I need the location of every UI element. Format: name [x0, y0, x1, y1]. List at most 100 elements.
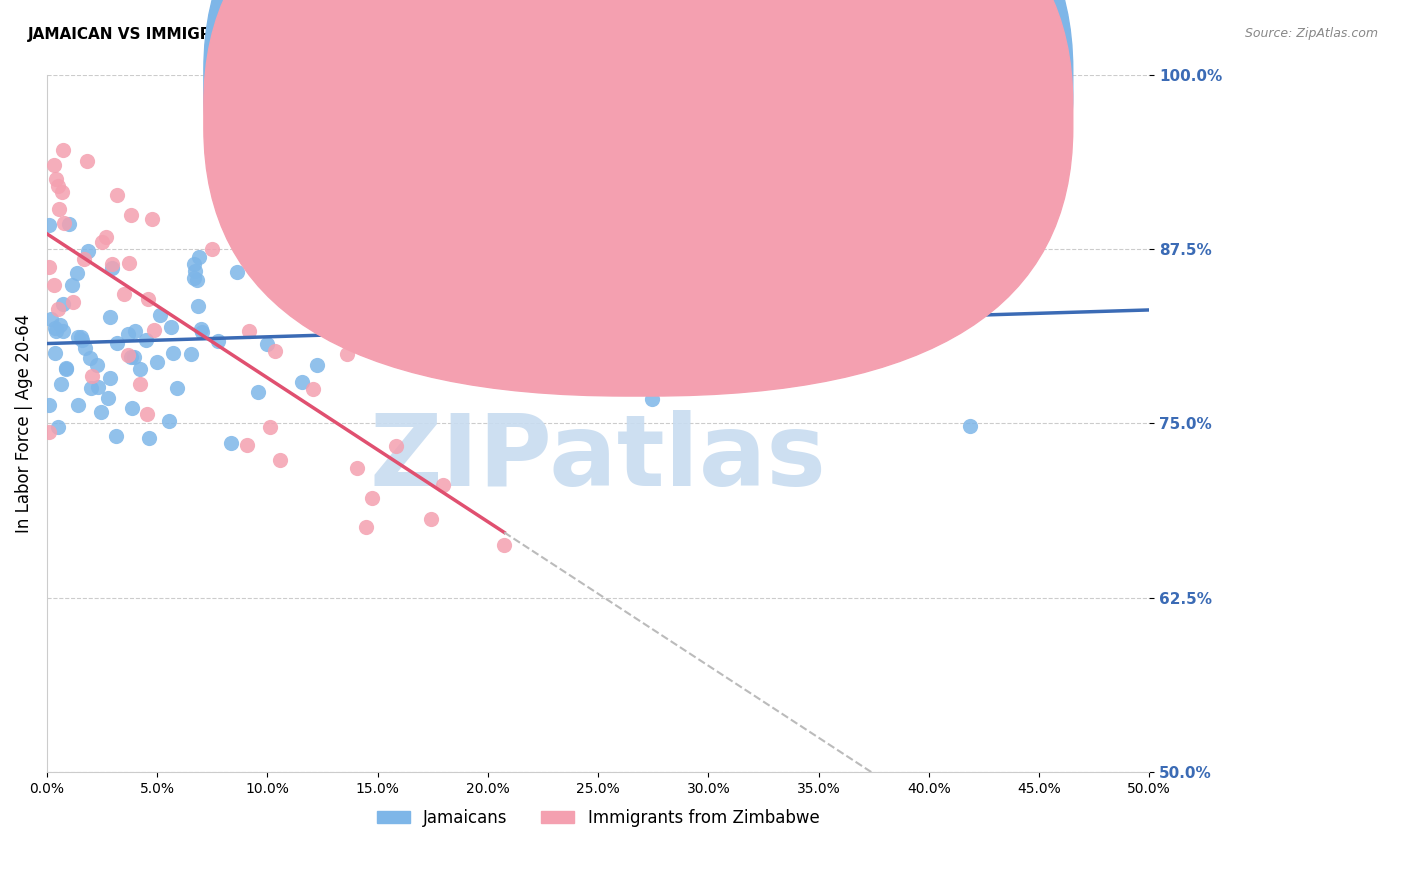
Point — [124, 324, 146, 338]
Point — [82, 369, 104, 384]
Point — [76, 154, 98, 169]
Point — [187, 299, 209, 313]
Point — [67, 398, 90, 412]
Point — [354, 520, 377, 534]
Point — [307, 358, 329, 372]
Point — [621, 291, 644, 305]
Point — [201, 242, 224, 256]
Point — [62, 294, 84, 309]
Point — [162, 346, 184, 360]
Point — [101, 260, 124, 275]
Point — [180, 347, 202, 361]
Point — [302, 382, 325, 396]
Point — [70, 334, 93, 348]
Point — [117, 348, 139, 362]
Point — [38, 260, 60, 274]
Point — [432, 478, 454, 492]
Point — [494, 538, 516, 552]
Point — [361, 491, 384, 505]
Point — [960, 293, 983, 307]
Text: JAMAICAN VS IMMIGRANTS FROM ZIMBABWE IN LABOR FORCE | AGE 20-64 CORRELATION CHAR: JAMAICAN VS IMMIGRANTS FROM ZIMBABWE IN … — [28, 27, 853, 43]
Point — [98, 310, 121, 324]
Point — [429, 269, 451, 284]
Point — [80, 381, 103, 395]
Point — [118, 256, 141, 270]
Point — [183, 264, 205, 278]
Point — [135, 333, 157, 347]
Point — [39, 312, 62, 326]
Point — [186, 273, 208, 287]
Point — [159, 320, 181, 334]
Point — [290, 375, 312, 389]
Point — [79, 351, 101, 365]
Text: R =  0.265   N =: R = 0.265 N = — [654, 82, 783, 97]
Point — [120, 208, 142, 222]
Point — [146, 354, 169, 368]
Point — [120, 350, 142, 364]
Point — [75, 341, 97, 355]
Text: R = -0.506   N =: R = -0.506 N = — [654, 116, 785, 131]
Point — [98, 371, 121, 385]
Point — [38, 425, 60, 439]
Point — [219, 436, 242, 450]
Point — [100, 256, 122, 270]
Point — [46, 179, 69, 194]
Point — [981, 264, 1004, 278]
Point — [87, 379, 110, 393]
Point — [52, 143, 75, 157]
Point — [49, 318, 72, 333]
Point — [191, 325, 214, 339]
Point — [51, 186, 73, 200]
Point — [477, 332, 499, 346]
Point — [157, 414, 180, 428]
Point — [97, 391, 120, 405]
Point — [44, 321, 66, 335]
Point — [446, 368, 468, 382]
Point — [138, 431, 160, 445]
Point — [55, 361, 77, 376]
Point — [46, 420, 69, 434]
Point — [66, 330, 89, 344]
Point — [143, 323, 166, 337]
Point — [122, 351, 145, 365]
Point — [38, 398, 60, 412]
Point — [641, 392, 664, 406]
Point — [128, 361, 150, 376]
Point — [437, 303, 460, 318]
Text: 44: 44 — [792, 116, 813, 131]
Text: 83: 83 — [792, 82, 813, 97]
Point — [90, 405, 112, 419]
Point — [105, 187, 128, 202]
Point — [467, 291, 489, 305]
Point — [42, 158, 65, 172]
Point — [423, 319, 446, 334]
Point — [453, 302, 475, 317]
Point — [86, 359, 108, 373]
Point — [183, 257, 205, 271]
Y-axis label: In Labor Force | Age 20-64: In Labor Force | Age 20-64 — [15, 314, 32, 533]
Point — [46, 301, 69, 316]
Point — [66, 265, 89, 279]
Point — [121, 401, 143, 416]
Point — [48, 202, 70, 216]
Point — [112, 286, 135, 301]
Point — [44, 346, 66, 360]
Point — [104, 428, 127, 442]
Point — [852, 355, 875, 369]
Point — [419, 512, 441, 526]
Point — [259, 420, 281, 434]
Point — [384, 439, 406, 453]
Legend: Jamaicans, Immigrants from Zimbabwe: Jamaicans, Immigrants from Zimbabwe — [370, 802, 827, 833]
Point — [55, 362, 77, 376]
Point — [62, 278, 84, 293]
Point — [136, 407, 159, 421]
Point — [692, 329, 714, 343]
Point — [73, 252, 96, 267]
Point — [38, 219, 60, 233]
Point — [69, 329, 91, 343]
Point — [52, 324, 75, 338]
Point — [117, 327, 139, 342]
Point — [263, 344, 285, 359]
Point — [336, 347, 359, 361]
Point — [149, 308, 172, 322]
